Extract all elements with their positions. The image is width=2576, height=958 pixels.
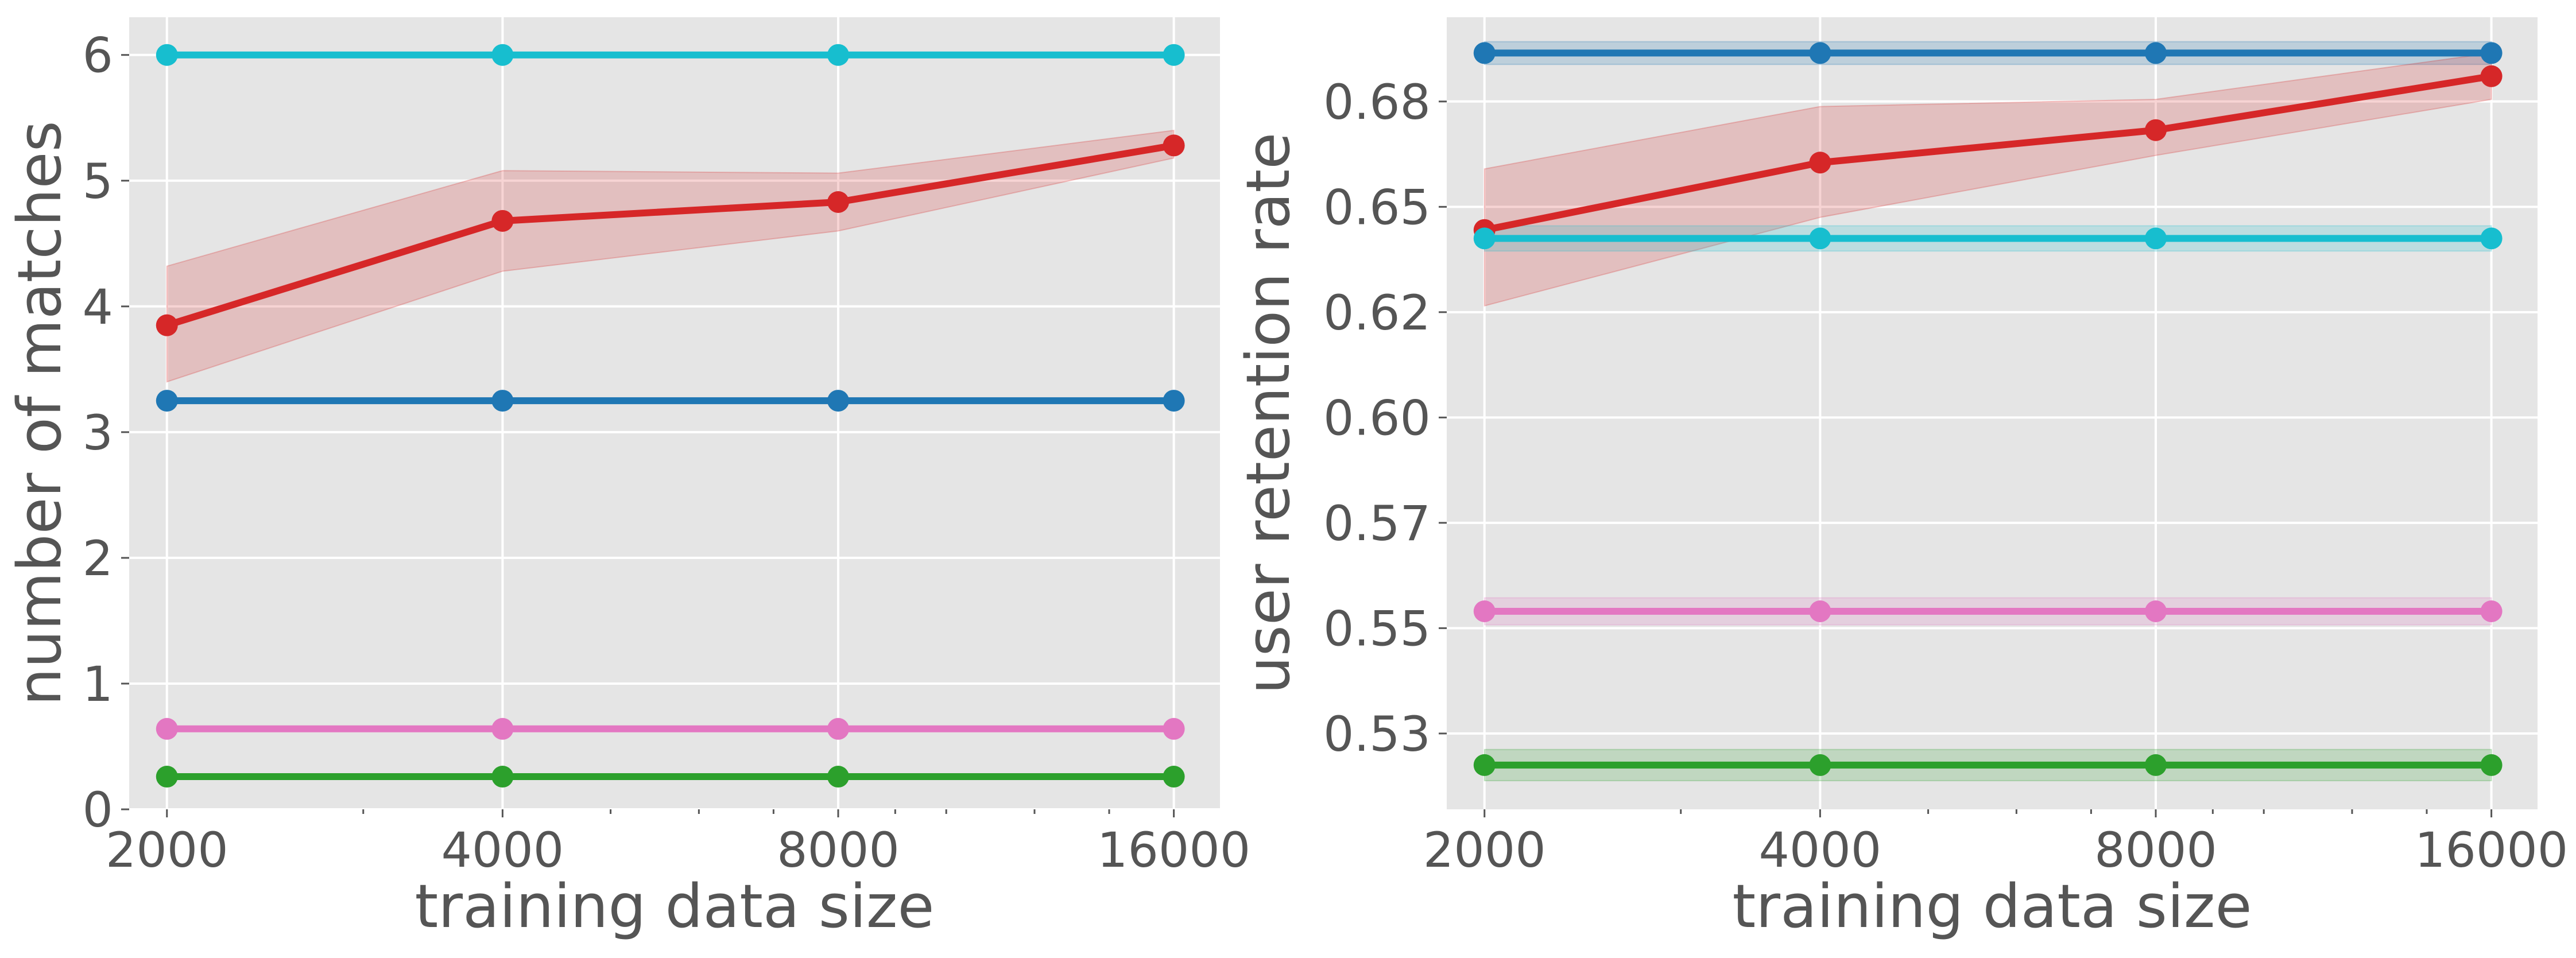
- left-series-3-point-0: [156, 717, 178, 740]
- right-series-lines: [1481, 49, 2495, 769]
- right-y-tick-label-4: 0.62: [1323, 285, 1431, 341]
- right-y-tick-label-6: 0.68: [1323, 74, 1431, 130]
- right-series-4-point-3: [2480, 754, 2503, 776]
- left-y-tick-label-0: 0: [83, 782, 113, 838]
- left-series-4-point-0: [156, 766, 178, 788]
- left-y-tick-label-2: 2: [83, 530, 113, 587]
- left-series-2-point-3: [1163, 390, 1185, 412]
- right-y-tick-label-5: 0.65: [1323, 179, 1431, 235]
- right-series-0-point-3: [2480, 42, 2503, 64]
- left-series-4-point-1: [491, 766, 514, 788]
- left-series-0-point-0: [156, 44, 178, 66]
- right-series-points: [1473, 42, 2503, 776]
- left-x-tick-label-1: 4000: [441, 822, 564, 878]
- right-series-0-point-2: [2144, 42, 2167, 64]
- left-x-tick-label-3: 16000: [1097, 822, 1250, 878]
- right-x-tick-label-2: 8000: [2094, 822, 2217, 878]
- left-series-0-point-1: [491, 44, 514, 66]
- left-series-1-line: [163, 142, 1177, 329]
- left-series-1-point-3: [1163, 134, 1185, 157]
- right-y-axis-label: user retention rate: [1233, 133, 1303, 695]
- left-y-axis-label: number of matches: [5, 121, 75, 705]
- right-series-2-point-0: [1473, 227, 1496, 250]
- left-series-0-point-3: [1163, 44, 1185, 66]
- left-series-1-band: [166, 130, 1175, 383]
- left-series-3-point-3: [1163, 717, 1185, 740]
- right-y-tick-label-2: 0.57: [1323, 495, 1431, 552]
- left-series-1-point-0: [156, 314, 178, 336]
- right-y-tick-label-1: 0.55: [1323, 600, 1431, 657]
- left-y-tick-label-3: 3: [83, 405, 113, 461]
- left-series-2-point-0: [156, 390, 178, 412]
- right-series-0-point-0: [1473, 42, 1496, 64]
- right-series-3-point-0: [1473, 600, 1496, 622]
- left-series-4-point-3: [1163, 766, 1185, 788]
- right-grid: [1447, 17, 2538, 814]
- left-series-1-point-1: [491, 210, 514, 232]
- left-x-axis-label: training data size: [415, 871, 935, 941]
- left-series-2-point-1: [491, 390, 514, 412]
- right-series-3-point-3: [2480, 600, 2503, 622]
- left-series-points: [156, 44, 1185, 788]
- left-y-tick-label-6: 6: [83, 28, 113, 84]
- left-bands: [166, 130, 1175, 383]
- right-series-4-point-2: [2144, 754, 2167, 776]
- left-chart: 2000 4000 8000 16000 0 1 2 3 4 5 6 training data …: [5, 17, 1250, 941]
- right-series-3-point-1: [1809, 600, 1831, 622]
- right-x-ticks: 2000 4000 8000 16000: [1423, 809, 2568, 878]
- left-series-3-point-1: [491, 717, 514, 740]
- left-series-4-point-2: [827, 766, 849, 788]
- left-series-lines: [163, 51, 1177, 781]
- right-series-2-point-1: [1809, 227, 1831, 250]
- right-series-2-point-3: [2480, 227, 2503, 250]
- right-series-1-point-2: [2144, 119, 2167, 141]
- left-plot-area: [129, 17, 1220, 809]
- right-series-1-point-1: [1809, 152, 1831, 174]
- right-x-axis-label: training data size: [1733, 871, 2252, 941]
- left-series-3-point-2: [827, 717, 849, 740]
- left-y-ticks: 0 1 2 3 4 5 6: [83, 28, 129, 838]
- right-chart: 2000 4000 8000 16000 0.530.550.570.600.620.…: [1233, 17, 2568, 941]
- right-series-0-point-1: [1809, 42, 1831, 64]
- left-y-tick-label-1: 1: [83, 656, 113, 712]
- right-y-tick-label-0: 0.53: [1323, 706, 1431, 762]
- left-series-2-point-2: [827, 390, 849, 412]
- right-x-tick-label-0: 2000: [1423, 822, 1546, 878]
- left-x-ticks: 2000 4000 8000 16000: [106, 809, 1250, 878]
- left-y-tick-label-4: 4: [83, 279, 113, 335]
- right-y-tick-label-3: 0.60: [1323, 390, 1431, 446]
- left-series-1-point-2: [827, 191, 849, 213]
- left-x-tick-label-2: 8000: [777, 822, 900, 878]
- left-y-tick-label-5: 5: [83, 153, 113, 210]
- left-x-tick-label-0: 2000: [106, 822, 228, 878]
- right-series-4-point-1: [1809, 754, 1831, 776]
- right-series-2-point-2: [2144, 227, 2167, 250]
- right-series-4-point-0: [1473, 754, 1496, 776]
- left-series-0-point-2: [827, 44, 849, 66]
- right-x-tick-label-1: 4000: [1758, 822, 1881, 878]
- right-series-1-point-3: [2480, 65, 2503, 87]
- right-x-tick-label-3: 16000: [2415, 822, 2568, 878]
- right-y-ticks: 0.53 0.55 0.57 0.60 0.62 0.65 0.68: [1323, 74, 1447, 762]
- right-series-3-point-2: [2144, 600, 2167, 622]
- right-series-1-line: [1481, 72, 2495, 234]
